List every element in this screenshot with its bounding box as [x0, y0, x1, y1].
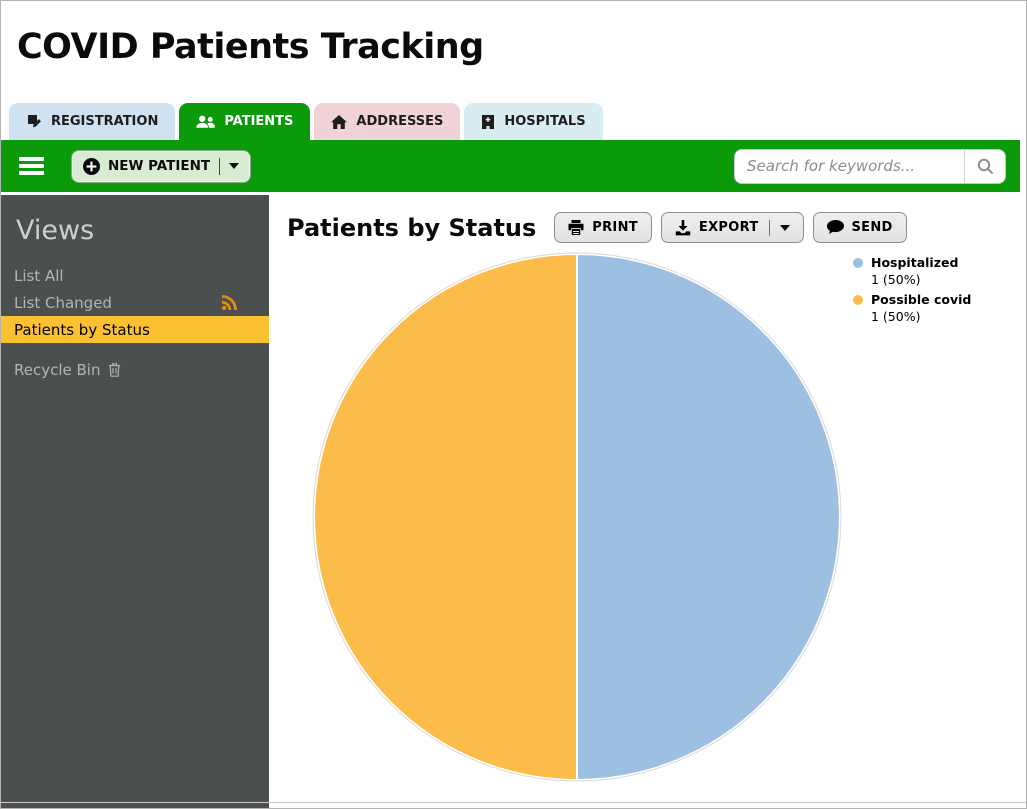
- legend-value: 1 (50%): [871, 309, 921, 324]
- registration-icon: [28, 114, 41, 127]
- chevron-down-icon[interactable]: [229, 163, 240, 169]
- tab-bar: REGISTRATION PATIENTS ADDRESSES HOSPITAL…: [1, 103, 1026, 140]
- new-patient-button[interactable]: NEW PATIENT: [71, 149, 252, 183]
- print-label: PRINT: [592, 220, 638, 235]
- tab-label: HOSPITALS: [504, 114, 586, 129]
- pie-chart: [312, 252, 842, 782]
- rss-icon[interactable]: [222, 295, 237, 310]
- chevron-down-icon[interactable]: [779, 224, 790, 231]
- legend-value: 1 (50%): [871, 272, 921, 287]
- toolbar: NEW PATIENT: [1, 140, 1020, 192]
- print-button[interactable]: PRINT: [554, 212, 652, 243]
- tab-patients[interactable]: PATIENTS: [179, 103, 311, 140]
- tab-addresses[interactable]: ADDRESSES: [314, 103, 461, 140]
- sidebar-item-label: List Changed: [14, 293, 112, 312]
- comment-icon: [826, 220, 844, 234]
- sidebar-item-label: List All: [14, 266, 64, 285]
- search-icon: [977, 158, 993, 174]
- sidebar-item-list-changed[interactable]: List Changed: [1, 289, 269, 316]
- sidebar-item-label: Recycle Bin: [14, 360, 101, 379]
- pie-outline: [312, 252, 842, 782]
- download-icon: [675, 219, 691, 235]
- tab-hospitals[interactable]: HOSPITALS: [464, 103, 603, 140]
- view-title: Patients by Status: [287, 213, 537, 242]
- page-header: COVID Patients Tracking: [1, 1, 1026, 103]
- sidebar-item-recycle-bin[interactable]: Recycle Bin: [1, 356, 269, 383]
- trash-icon: [109, 362, 121, 377]
- export-label: EXPORT: [698, 220, 759, 235]
- main-panel: Patients by Status PRINT EXPORT SEND: [269, 195, 1020, 808]
- hospital-icon: [482, 114, 495, 129]
- views-heading: Views: [16, 215, 95, 246]
- search-input[interactable]: [735, 149, 964, 183]
- legend-label: Possible covid: [871, 292, 972, 307]
- views-sidebar: Views List All List Changed Patients by …: [1, 195, 269, 808]
- export-button[interactable]: EXPORT: [660, 212, 804, 243]
- tab-label: ADDRESSES: [356, 114, 444, 129]
- content-area: Views List All List Changed Patients by …: [1, 195, 1020, 808]
- chart-legend: Hospitalized 1 (50%) Possible covid 1 (5…: [853, 255, 971, 329]
- button-divider: [219, 157, 221, 175]
- legend-dot-hospitalized: [853, 257, 863, 268]
- patients-icon: [196, 115, 216, 128]
- pie-slice-possible-covid[interactable]: [313, 252, 578, 782]
- legend-item-hospitalized: Hospitalized 1 (50%): [853, 255, 971, 287]
- legend-item-possible-covid: Possible covid 1 (50%): [853, 292, 971, 324]
- page-title: COVID Patients Tracking: [17, 27, 484, 67]
- sidebar-item-patients-by-status[interactable]: Patients by Status: [1, 316, 269, 343]
- new-patient-label: NEW PATIENT: [108, 158, 211, 174]
- printer-icon: [568, 220, 584, 235]
- sidebar-item-label: Patients by Status: [14, 320, 150, 339]
- home-icon: [331, 114, 348, 129]
- tab-label: PATIENTS: [224, 114, 294, 129]
- legend-dot-possible-covid: [853, 294, 863, 305]
- send-label: SEND: [851, 220, 893, 235]
- tab-registration[interactable]: REGISTRATION: [9, 103, 176, 140]
- legend-label: Hospitalized: [871, 255, 959, 270]
- menu-icon[interactable]: [19, 157, 44, 175]
- tab-label: REGISTRATION: [51, 114, 159, 129]
- button-divider: [768, 219, 770, 236]
- search-button[interactable]: [964, 149, 1005, 183]
- send-button[interactable]: SEND: [812, 212, 907, 243]
- plus-circle-icon: [83, 157, 100, 175]
- search-box: [734, 148, 1006, 184]
- main-header: Patients by Status PRINT EXPORT SEND: [269, 195, 1020, 243]
- sidebar-item-list-all[interactable]: List All: [1, 262, 269, 289]
- pie-slice-hospitalized[interactable]: [576, 252, 841, 782]
- window-bottom-border: [1, 802, 1026, 803]
